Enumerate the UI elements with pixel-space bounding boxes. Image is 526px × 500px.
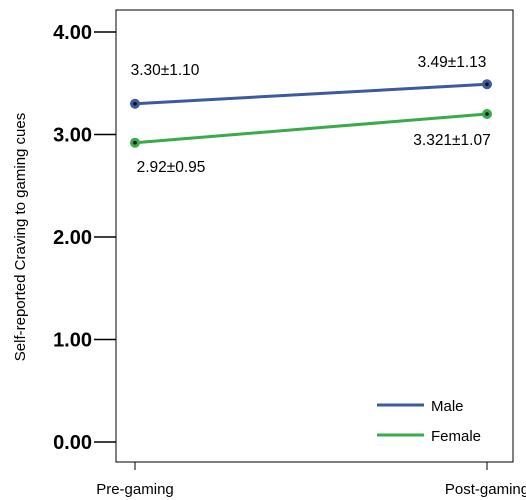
y-tick-label: 0.00 [53,432,92,454]
y-axis-title: Self-reported Craving to gaming cues [12,113,29,361]
legend-label: Female [431,428,481,445]
data-label: 3.49±1.13 [418,54,487,71]
legend-label: Male [431,398,464,415]
data-point-center [485,112,489,116]
x-tick-label: Pre-gaming [96,481,174,498]
data-point-center [133,140,137,145]
series-line-female [134,112,488,145]
series-layer [130,79,492,148]
legend: Male Female [377,398,481,445]
y-tick-label: 1.00 [53,330,92,352]
data-point-center [133,101,137,106]
data-point-center [485,82,489,87]
y-tick-label: 2.00 [53,227,92,249]
data-label: 2.92±0.95 [137,159,206,176]
y-tick-label: 3.00 [53,125,92,147]
data-label: 3.321±1.07 [413,132,490,149]
y-axis: 0.00 1.00 2.00 3.00 4.00 [53,22,116,454]
series-line-male [134,82,488,106]
plot-frame [115,9,514,463]
x-tick-label: Post-gaming [445,481,526,498]
data-labels: 3.30±1.10 3.49±1.13 2.92±0.95 3.321±1.07 [131,54,491,176]
y-tick-label: 4.00 [53,22,92,44]
x-axis: Pre-gaming Post-gaming [96,462,526,498]
data-label: 3.30±1.10 [131,62,200,79]
